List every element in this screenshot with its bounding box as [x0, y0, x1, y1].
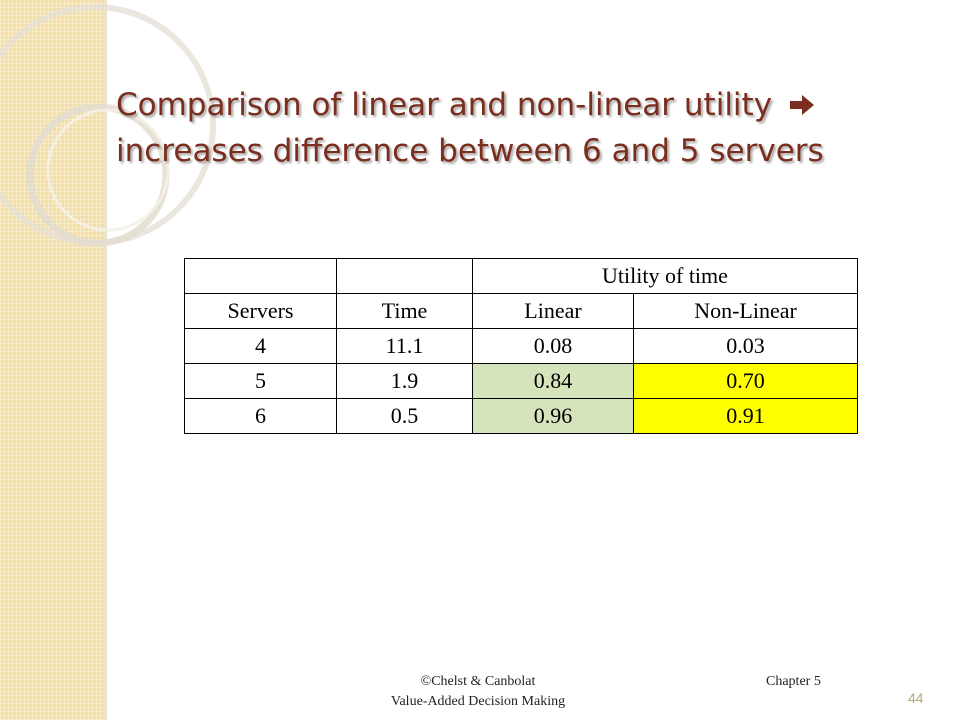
table-cell: 0.08 [472, 328, 634, 364]
column-header: Servers [184, 293, 337, 329]
footer-book-title: Value-Added Decision Making [390, 694, 566, 709]
utility-of-time-header: Utility of time [472, 258, 858, 294]
table-cell: 0.5 [336, 398, 473, 434]
table-cell: 0.03 [633, 328, 858, 364]
footer-chapter: Chapter 5 [766, 674, 821, 689]
table-row: 6 0.5 0.96 0.91 [184, 398, 858, 434]
table-row: 4 11.1 0.08 0.03 [184, 328, 858, 364]
table-cell-highlight-nonlinear: 0.91 [633, 398, 858, 434]
title-line-1: Comparison of linear and non-linear util… [116, 87, 773, 123]
footer-copyright: ©Chelst & Canbolat [420, 674, 536, 689]
table-cell: 6 [184, 398, 337, 434]
utility-table: Utility of time Servers Time Linear Non-… [184, 258, 858, 434]
decorative-swirl [0, 4, 216, 247]
empty-cell [184, 258, 337, 294]
table-cell-highlight-linear: 0.84 [472, 363, 634, 399]
table-cell: 4 [184, 328, 337, 364]
page-number: 44 [908, 690, 924, 706]
table-cell-highlight-nonlinear: 0.70 [633, 363, 858, 399]
table-cell: 1.9 [336, 363, 473, 399]
column-header: Non-Linear [633, 293, 858, 329]
slide-title: Comparison of linear and non-linear util… [116, 82, 906, 174]
table-cell: 11.1 [336, 328, 473, 364]
column-header: Time [336, 293, 473, 329]
right-arrow-icon [789, 95, 814, 115]
title-line-2: increases difference between 6 and 5 ser… [116, 133, 824, 169]
column-header: Linear [472, 293, 634, 329]
empty-cell [336, 258, 473, 294]
table-group-header-row: Utility of time [184, 258, 858, 294]
footer-credits: ©Chelst & Canbolat Value-Added Decision … [360, 672, 596, 712]
table-cell-highlight-linear: 0.96 [472, 398, 634, 434]
table-header-row: Servers Time Linear Non-Linear [184, 293, 858, 329]
table-cell: 5 [184, 363, 337, 399]
decorative-side-strip [0, 0, 107, 720]
table-row: 5 1.9 0.84 0.70 [184, 363, 858, 399]
